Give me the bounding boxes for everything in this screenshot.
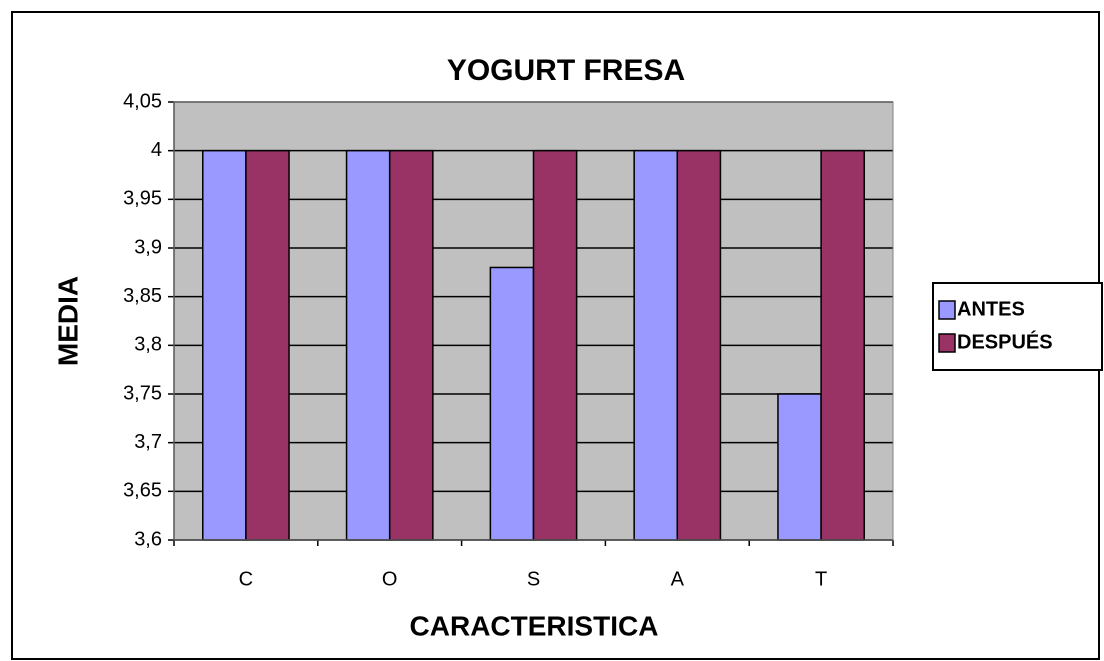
x-tick-label: O [382,568,398,590]
x-tick-label: C [239,568,253,590]
legend-swatch [938,333,956,353]
legend-label: DESPUÉS [957,330,1053,353]
bar [388,149,434,541]
y-tick-label: 3,8 [134,334,162,356]
bar [820,149,865,541]
x-tick-label: A [671,568,685,590]
y-tick-label: 3,85 [123,285,162,307]
bar [345,149,391,541]
bar [777,393,822,541]
x-tick-label: S [527,568,540,590]
legend-box [932,282,1103,371]
y-tick-label: 3,9 [134,236,162,258]
y-tick-label: 3,75 [123,382,162,404]
y-tick-label: 3,7 [134,431,162,453]
bar [245,149,290,541]
bar [676,149,722,541]
plot-border [173,101,894,541]
y-tick-label: 4 [151,139,162,161]
y-tick-label: 3,65 [123,480,162,502]
chart-title: YOGURT FRESA [447,54,685,87]
x-axis-label: CARACTERISTICA [410,610,659,641]
legend-swatch [938,300,956,320]
bar [532,149,578,541]
bar [633,149,679,541]
bar [489,266,535,541]
legend: ANTES DESPUÉS [932,282,1103,371]
legend-label: ANTES [957,298,1025,320]
y-tick-label: 3,6 [134,528,162,550]
bar [202,149,247,541]
y-axis-label: MEDIA [52,276,83,366]
x-tick-label: T [815,568,827,590]
y-tick-label: 3,95 [123,188,162,210]
y-tick-label: 4,05 [123,90,162,112]
